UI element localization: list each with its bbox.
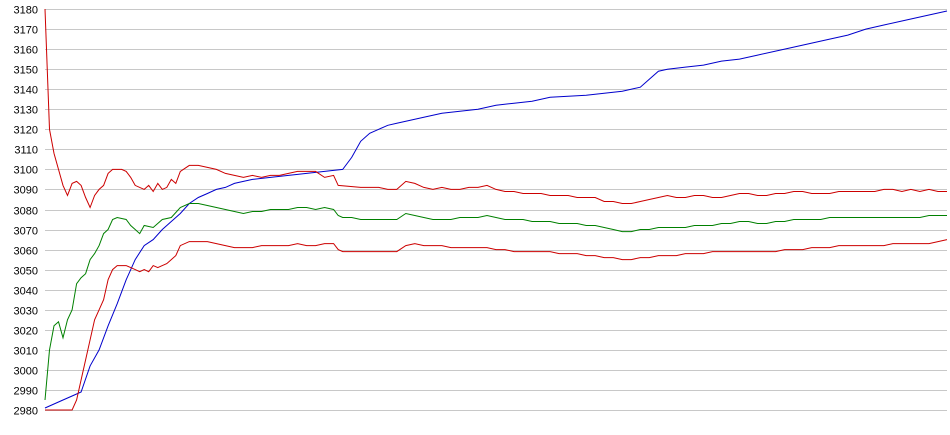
y-tick-label: 3060 <box>14 246 38 258</box>
y-tick-label: 3150 <box>14 65 38 77</box>
y-tick-label: 3040 <box>14 286 38 298</box>
y-tick-label: 3130 <box>14 105 38 117</box>
series-line-1 <box>44 10 948 409</box>
y-tick-label: 3170 <box>14 25 38 37</box>
y-tick-label: 3120 <box>14 125 38 137</box>
y-tick-label: 3080 <box>14 206 38 218</box>
y-tick-label: 3030 <box>14 306 38 318</box>
y-tick-label: 2980 <box>14 406 38 418</box>
y-tick-label: 3100 <box>14 165 38 177</box>
y-tick-label: 3020 <box>14 326 38 338</box>
y-tick-label: 3010 <box>14 346 38 358</box>
y-tick-label: 3070 <box>14 226 38 238</box>
y-tick-label: 3160 <box>14 45 38 57</box>
y-tick-label: 3180 <box>14 5 38 17</box>
y-tick-label: 3050 <box>14 266 38 278</box>
y-tick-label: 3140 <box>14 85 38 97</box>
y-tick-label: 3000 <box>14 366 38 378</box>
y-tick-label: 2990 <box>14 386 38 398</box>
y-axis: 3180 3170 3160 3150 3140 3130 3120 3110 3100 3090… <box>14 5 38 418</box>
y-tick-label: 3090 <box>14 185 38 197</box>
series-line-2 <box>44 8 947 209</box>
series-line-4 <box>45 239 948 411</box>
gridlines <box>45 9 947 411</box>
y-tick-label: 3110 <box>14 145 38 157</box>
series-lines <box>44 8 948 411</box>
series-line-3 <box>44 203 947 401</box>
